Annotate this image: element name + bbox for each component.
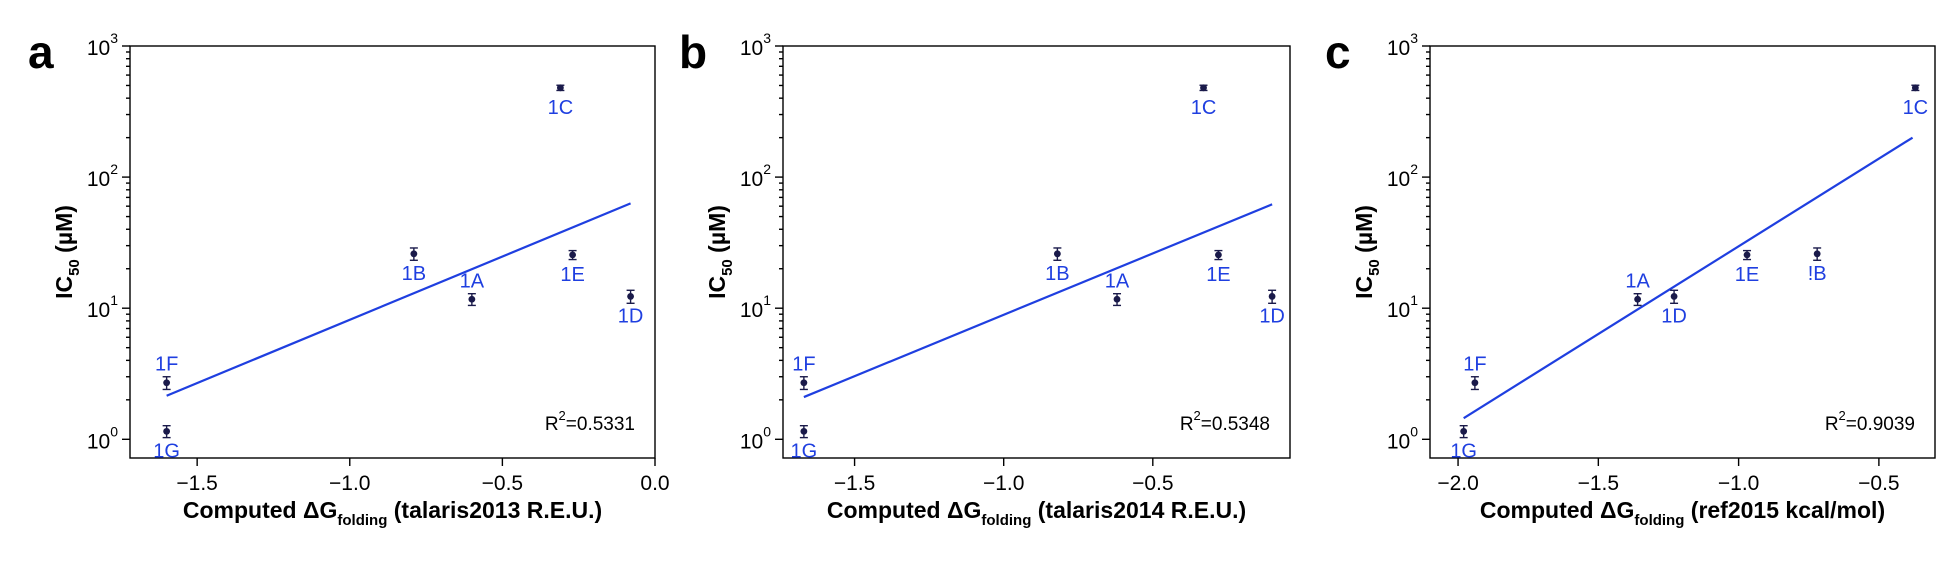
panel-letter: a xyxy=(28,26,54,78)
point-label: 1F xyxy=(1463,354,1486,376)
y-tick-label: 103 xyxy=(740,30,771,60)
panel-a: a −1.5 −1.0 −0.5 0.0 100 101 102 103 IC50 (µM) Com… xyxy=(28,26,670,529)
y-tick-label: 102 xyxy=(87,161,118,191)
point-label: 1C xyxy=(1191,97,1217,119)
data-point-1B xyxy=(1053,250,1061,258)
y-tick-label: 100 xyxy=(87,423,118,453)
y-tick-label: 101 xyxy=(1387,292,1418,322)
y-tick-label: 103 xyxy=(87,30,118,60)
point-label: 1B xyxy=(402,263,426,285)
data-point-1G xyxy=(1460,427,1468,435)
point-label: 1D xyxy=(1259,305,1285,327)
point-label: 1G xyxy=(153,440,180,462)
x-axis-label: Computed ΔGfolding (talaris2013 R.E.U.) xyxy=(183,497,602,529)
point-label: 1E xyxy=(1735,264,1759,286)
x-tick-label: −1.5 xyxy=(834,472,875,495)
data-point-1F xyxy=(163,379,171,387)
data-point-1D xyxy=(627,293,634,300)
panel-c: c −2.0 −1.5 −1.0 −0.5 100 101 102 103 IC50 (µM) Co… xyxy=(1325,26,1936,529)
x-tick-label: −1.0 xyxy=(983,472,1024,495)
point-label: 1A xyxy=(1105,270,1130,292)
y-tick-label: 101 xyxy=(740,292,771,322)
data-point-1F xyxy=(800,379,808,387)
x-tick-label: −0.5 xyxy=(1858,472,1899,495)
point-label: 1A xyxy=(460,270,485,292)
point-label: 1C xyxy=(1903,97,1929,119)
x-tick-label: −1.5 xyxy=(1578,472,1619,495)
y-tick-label: 100 xyxy=(1387,423,1418,453)
plot-frame xyxy=(1429,45,1936,459)
y-tick-label: 102 xyxy=(740,161,771,191)
data-point-1C xyxy=(1911,84,1919,92)
plot-frame xyxy=(129,45,656,459)
data-point-1C xyxy=(1200,84,1207,92)
data-point-1E xyxy=(1743,251,1751,259)
data-point-1E xyxy=(569,251,576,259)
point-label: 1C xyxy=(548,97,574,119)
point-label: 1D xyxy=(1661,305,1687,327)
point-label: 1F xyxy=(792,354,815,376)
y-axis-label: IC50 (µM) xyxy=(1351,205,1383,299)
point-label: 1E xyxy=(560,264,584,286)
plot-frame xyxy=(782,45,1291,459)
x-tick-label: −0.5 xyxy=(482,472,523,495)
point-label: 1G xyxy=(791,440,818,462)
x-tick-label: −1.5 xyxy=(176,472,217,495)
data-point-1C xyxy=(556,84,564,92)
x-tick-label: −1.0 xyxy=(1718,472,1759,495)
point-label: 1F xyxy=(155,354,178,376)
data-point-1A xyxy=(1113,295,1121,303)
point-label: 1E xyxy=(1206,264,1230,286)
x-tick-label: −0.5 xyxy=(1132,472,1173,495)
point-label: 1G xyxy=(1450,440,1477,462)
data-point-!B xyxy=(1813,250,1821,258)
data-point-1D xyxy=(1670,293,1678,300)
y-tick-label: 101 xyxy=(87,292,118,322)
fit-line xyxy=(1463,136,1914,420)
point-label: 1A xyxy=(1625,270,1650,292)
y-axis-label: IC50 (µM) xyxy=(704,205,736,299)
point-label: 1B xyxy=(1045,263,1069,285)
y-tick-label: 102 xyxy=(1387,161,1418,191)
panel-b: b −1.5 −1.0 −0.5 100 101 102 103 IC50 (µM) Comput… xyxy=(679,26,1291,529)
data-point-1E xyxy=(1215,251,1222,259)
data-point-1F xyxy=(1471,379,1479,387)
x-tick-label: 0.0 xyxy=(640,472,669,495)
x-tick-label: −2.0 xyxy=(1437,472,1478,495)
point-label: 1D xyxy=(618,305,644,327)
panel-letter: b xyxy=(679,26,707,78)
r-squared-label: R2=0.5348 xyxy=(1180,408,1270,435)
data-point-1D xyxy=(1268,293,1276,300)
x-axis-label: Computed ΔGfolding (talaris2014 R.E.U.) xyxy=(827,497,1246,529)
r-squared-label: R2=0.9039 xyxy=(1825,408,1915,435)
data-point-1A xyxy=(468,295,476,303)
data-point-1G xyxy=(800,427,808,435)
panel-letter: c xyxy=(1325,26,1351,78)
x-tick-label: −1.0 xyxy=(329,472,370,495)
fit-line xyxy=(166,202,632,397)
r-squared-label: R2=0.5331 xyxy=(545,408,635,435)
y-axis-label: IC50 (µM) xyxy=(51,205,83,299)
fit-line xyxy=(803,203,1273,399)
data-point-1A xyxy=(1634,295,1642,303)
point-label: !B xyxy=(1808,263,1827,285)
y-tick-label: 103 xyxy=(1387,30,1418,60)
data-point-1B xyxy=(410,250,418,258)
y-tick-label: 100 xyxy=(740,423,771,453)
x-axis-label: Computed ΔGfolding (ref2015 kcal/mol) xyxy=(1480,497,1885,529)
data-point-1G xyxy=(163,427,171,435)
